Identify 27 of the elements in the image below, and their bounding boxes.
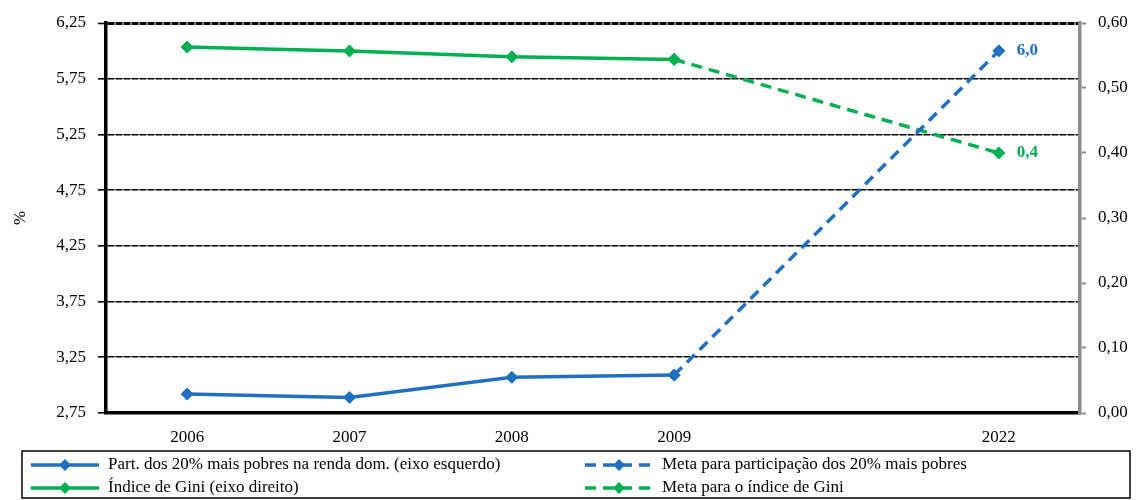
legend-label: Índice de Gini (eixo direito) [108,477,299,497]
x-tick-label: 2022 [981,426,1016,446]
y-tick-label: 5,25 [56,123,86,143]
data-label: 0,4 [1016,142,1039,162]
legend-label: Meta para participação dos 20% mais pobres [662,454,967,474]
y-tick-label: 3,75 [56,291,86,311]
x-tick-label: 2008 [494,426,529,446]
y2-tick-label: 0,30 [1098,207,1128,227]
x-tick-label: 2009 [657,426,692,446]
x-tick-label: 2006 [170,426,205,446]
legend-label: Meta para o índice de Gini [662,477,845,497]
y-axis-title: % [9,210,29,226]
y2-tick-label: 0,10 [1098,337,1128,357]
y-tick-label: 4,25 [56,235,86,255]
x-tick-label: 2007 [332,426,367,446]
y2-tick-label: 0,50 [1098,77,1128,97]
legend-label: Part. dos 20% mais pobres na renda dom. (eixo esquerdo) [108,454,501,474]
y-tick-label: 5,75 [56,68,86,88]
data-label: 6,0 [1016,40,1039,60]
y2-tick-label: 0,00 [1098,402,1128,422]
y-tick-label: 4,75 [56,179,86,199]
y2-tick-label: 0,60 [1098,12,1128,32]
y-tick-label: 6,25 [56,12,86,32]
y2-tick-label: 0,40 [1098,142,1128,162]
y-tick-label: 2,75 [56,402,86,422]
y-tick-label: 3,25 [56,346,86,366]
y2-tick-label: 0,20 [1098,272,1128,292]
